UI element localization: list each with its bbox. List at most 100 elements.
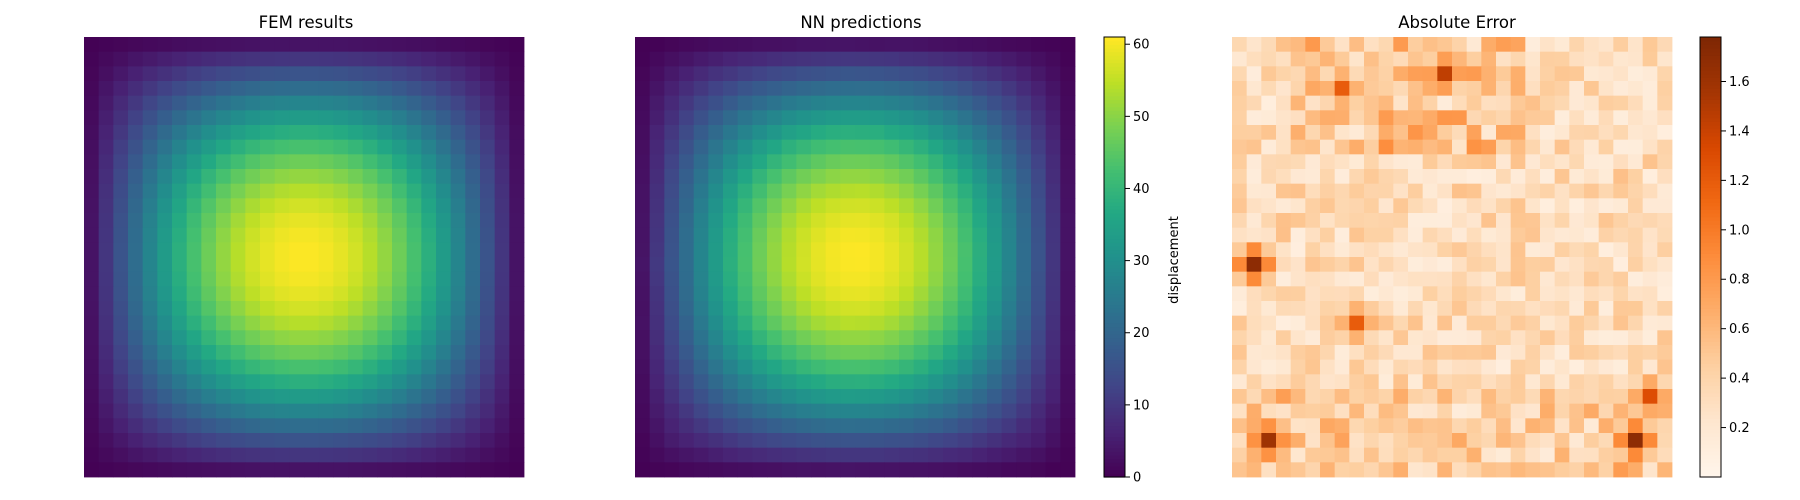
error-cell [1525, 462, 1541, 478]
error-cell [1378, 110, 1394, 126]
fem-cell [216, 81, 232, 97]
error-colorbar-gradient-slice [1700, 62, 1721, 67]
fem-cell [509, 51, 525, 67]
nn-cell [943, 242, 959, 258]
fem-cell [230, 345, 246, 361]
error-cell [1349, 389, 1365, 405]
fem-cell [98, 271, 114, 287]
fem-cell [230, 286, 246, 302]
nn-cell [811, 95, 827, 111]
nn-cell [928, 110, 944, 126]
error-cell [1276, 462, 1292, 478]
nn-cell [635, 447, 651, 463]
nn-cell [987, 95, 1003, 111]
nn-cell [869, 213, 885, 229]
nn-cell [1016, 374, 1032, 390]
nn-cell [811, 125, 827, 141]
fem-cell [142, 257, 158, 273]
nn-cell [1031, 418, 1047, 434]
fem-cell [480, 95, 496, 111]
error-cell [1408, 271, 1424, 287]
fem-cell [289, 51, 305, 67]
nn-cell [723, 169, 739, 185]
fem-cell [509, 154, 525, 170]
error-cell [1452, 301, 1468, 317]
nn-cell [840, 271, 856, 287]
error-cell [1305, 110, 1321, 126]
nn-cell [708, 433, 724, 449]
error-cell [1452, 359, 1468, 375]
error-cell [1408, 169, 1424, 185]
fem-cell [465, 169, 481, 185]
nn-cell [737, 66, 753, 82]
fem-cell [348, 418, 364, 434]
nn-cell [664, 315, 680, 331]
error-cell [1657, 462, 1673, 478]
nn-cell [987, 125, 1003, 141]
nn-cell [928, 286, 944, 302]
fem-cell [172, 257, 188, 273]
error-cell [1496, 286, 1512, 302]
error-cell [1540, 125, 1556, 141]
fem-cell [157, 183, 173, 199]
nn-cell [708, 257, 724, 273]
displacement-colorbar-gradient-slice [1104, 271, 1125, 276]
error-cell [1232, 139, 1248, 155]
nn-cell [767, 447, 783, 463]
fem-cell [157, 227, 173, 243]
nn-cell [781, 242, 797, 258]
fem-cell [494, 95, 510, 111]
error-cell [1276, 359, 1292, 375]
error-cell [1378, 389, 1394, 405]
nn-cell [1031, 81, 1047, 97]
fem-cell [362, 345, 378, 361]
fem-cell [230, 315, 246, 331]
error-cell [1246, 213, 1262, 229]
nn-title: NN predictions [800, 13, 921, 32]
nn-cell [1001, 169, 1017, 185]
error-cell [1642, 301, 1658, 317]
fem-cell [480, 286, 496, 302]
error-cell [1422, 125, 1438, 141]
fem-cell [157, 198, 173, 214]
error-colorbar-gradient-slice [1700, 286, 1721, 291]
nn-cell [811, 418, 827, 434]
error-cell [1261, 125, 1277, 141]
fem-cell [377, 330, 393, 346]
error-colorbar-gradient-slice [1700, 161, 1721, 166]
fem-cell [113, 95, 129, 111]
nn-cell [664, 81, 680, 97]
displacement-colorbar-gradient-slice [1104, 293, 1125, 298]
error-cell [1466, 242, 1482, 258]
nn-cell [767, 301, 783, 317]
nn-cell [752, 257, 768, 273]
fem-cell [450, 403, 466, 419]
error-cell [1334, 433, 1350, 449]
error-cell [1466, 95, 1482, 111]
displacement-colorbar-gradient-slice [1104, 213, 1125, 218]
displacement-colorbar-gradient-slice [1104, 132, 1125, 137]
fem-cell [421, 81, 437, 97]
fem-cell [362, 125, 378, 141]
error-cell [1657, 169, 1673, 185]
fem-cell [128, 433, 144, 449]
error-cell [1232, 66, 1248, 82]
fem-cell [318, 433, 334, 449]
error-cell [1496, 315, 1512, 331]
error-colorbar-gradient-slice [1700, 323, 1721, 328]
error-cell [1349, 345, 1365, 361]
error-cell [1305, 213, 1321, 229]
error-cell [1628, 403, 1644, 419]
error-cell [1642, 330, 1658, 346]
nn-cell [1031, 389, 1047, 405]
fem-cell [142, 81, 158, 97]
error-cell [1598, 139, 1614, 155]
error-cell [1584, 330, 1600, 346]
error-cell [1349, 359, 1365, 375]
error-cell [1261, 257, 1277, 273]
error-cell [1276, 81, 1292, 97]
error-cell [1422, 242, 1438, 258]
error-cell [1334, 139, 1350, 155]
error-cell [1481, 213, 1497, 229]
error-cell [1290, 66, 1306, 82]
